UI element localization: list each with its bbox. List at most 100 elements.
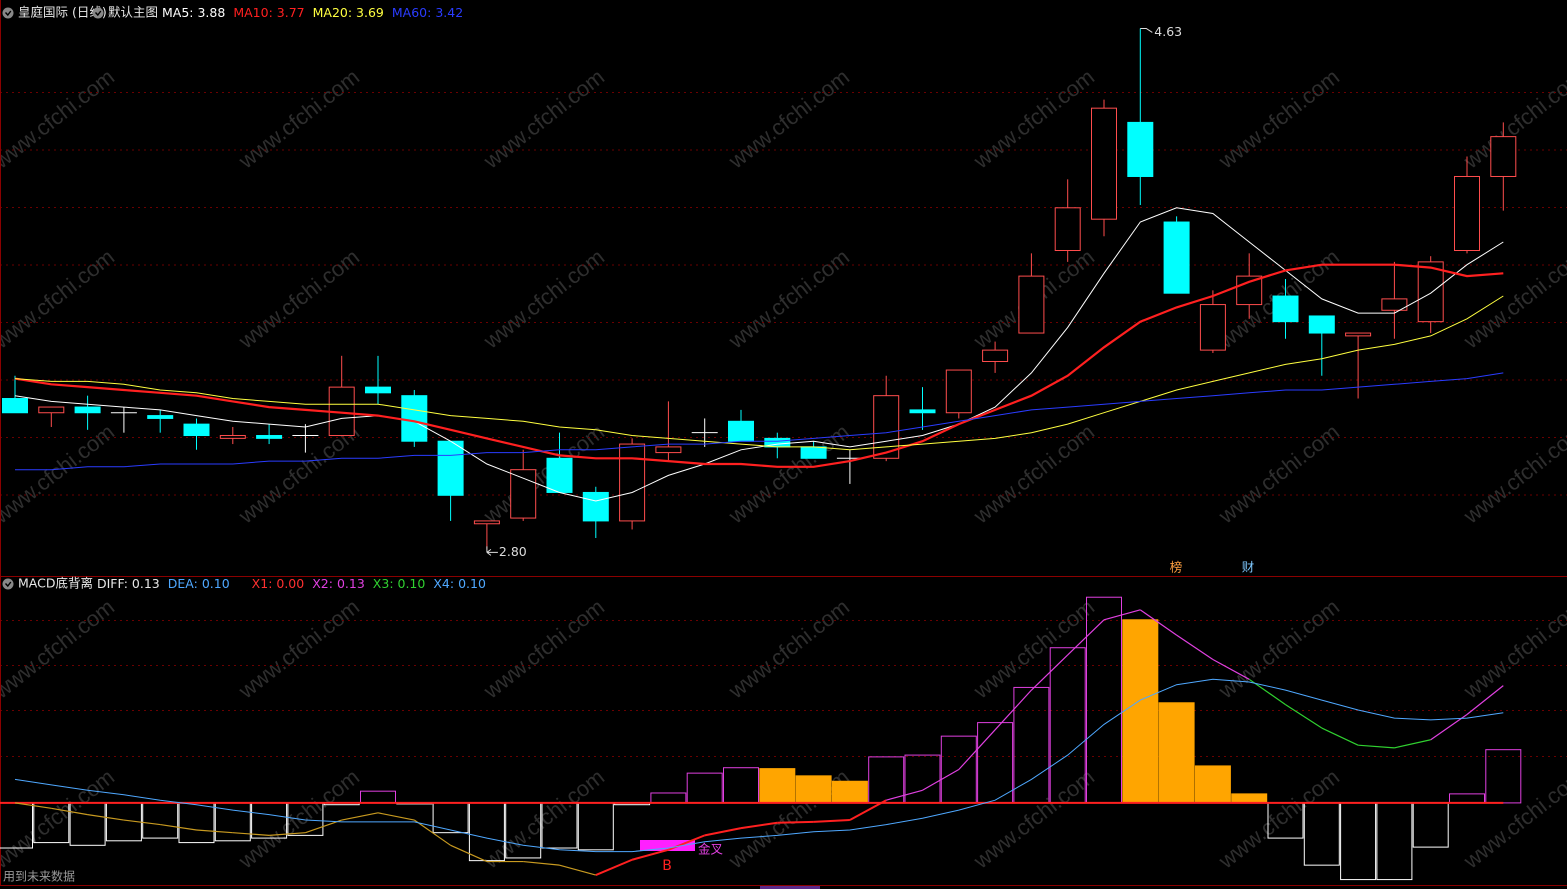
annotation-label: 2.80: [499, 544, 527, 559]
legend-entry: DEA: 0.10: [168, 576, 230, 591]
macd-line-segment: [523, 860, 560, 866]
macd-line-segment: [1466, 685, 1504, 715]
candle-body: [1490, 136, 1517, 177]
macd-line-segment: [413, 819, 451, 846]
ma-line: [14, 295, 1504, 451]
macd-line-segment: [450, 844, 488, 863]
legend-entry: X4: 0.10: [433, 576, 486, 591]
macd-line-segment: [1103, 609, 1141, 621]
candle-body: [1454, 175, 1480, 251]
macd-line-segment: [740, 821, 778, 830]
legend-entry: X2: 0.13: [312, 576, 365, 591]
candle-body: [1236, 275, 1263, 306]
candle-body: [401, 395, 428, 442]
legend-name: X3: [373, 576, 390, 591]
legend-value: 3.77: [277, 5, 305, 20]
plot: 4.63 2.80 榜 财 B 金叉: [0, 24, 1522, 881]
macd-line-segment: [14, 802, 52, 809]
candle-body: [1127, 121, 1154, 177]
candle-body: [582, 491, 609, 522]
macd-bar: [1158, 702, 1195, 804]
macd-line-segment: [305, 819, 342, 834]
legend-entry: MA5: 3.88: [162, 5, 225, 20]
legend-entry: MA60: 3.42: [392, 5, 463, 20]
legend-entry: X1: 0.00: [252, 576, 305, 591]
signal-box: [640, 840, 695, 851]
macd-line-segment: [1030, 654, 1069, 691]
legend-name: MA10: [233, 5, 268, 20]
macd-line-segment: [232, 832, 270, 836]
signal-text: 金叉: [698, 842, 724, 857]
legend-separator: :: [189, 5, 197, 20]
legend-value: 0.10: [458, 576, 486, 591]
macd-line-segment: [1394, 739, 1431, 749]
macd-line-segment: [1139, 609, 1177, 636]
ma-line: [14, 263, 1504, 468]
candle-body: [800, 446, 827, 459]
candle-body: [655, 446, 682, 454]
legend-separator: :: [427, 5, 435, 20]
macd-line-segment: [559, 864, 596, 876]
macd-bar: [1122, 619, 1159, 804]
annotation-pointer: [486, 546, 498, 556]
candle-body: [945, 369, 972, 414]
legend-name: X4: [433, 576, 450, 591]
legend-separator: :: [124, 576, 132, 591]
header-icon: [92, 7, 104, 19]
candle-body: [1381, 298, 1408, 311]
legend-entry: MA20: 3.69: [313, 5, 384, 20]
candle-body: [365, 386, 391, 394]
candle-body: [1308, 315, 1335, 334]
macd-line-segment: [704, 827, 742, 837]
legend-name: MA60: [392, 5, 427, 20]
macd-line-segment: [994, 689, 1032, 731]
candle-body: [473, 520, 500, 525]
legend-value: 3.42: [435, 5, 463, 20]
annotation-pointer: [1140, 27, 1153, 33]
macd-bar: [831, 780, 868, 804]
scrollbar: [760, 886, 820, 889]
candle-body: [2, 398, 28, 414]
legend-entry: X3: 0.10: [373, 576, 426, 591]
candle-body: [1091, 107, 1117, 220]
annotation-label: 4.63: [1154, 24, 1182, 39]
macd-title: MACD底背离: [18, 576, 93, 591]
legend-value: 0.10: [398, 576, 426, 591]
candle-body: [38, 406, 65, 414]
candle-body: [1417, 261, 1444, 323]
macd-line-segment: [1176, 634, 1214, 660]
macd-line-segment: [1285, 704, 1323, 729]
macd-bar: [1231, 793, 1268, 804]
macd-line-segment: [123, 819, 161, 826]
header-icon-check: [4, 581, 12, 588]
event-marker: 财: [1242, 560, 1255, 575]
macd-bar: [1194, 765, 1231, 804]
macd-line-segment: [269, 832, 306, 836]
legend-name: MA20: [313, 5, 348, 20]
candle-body: [909, 409, 936, 414]
candle-body: [1199, 304, 1226, 351]
macd-line-segment: [341, 812, 379, 821]
macd-line-segment: [886, 789, 923, 801]
candle-body: [619, 443, 646, 522]
chart-subtitle: 默认主图: [108, 5, 158, 20]
candle-body: [1272, 295, 1299, 323]
candle-body: [1018, 275, 1045, 334]
legend-entry: DIFF: 0.13: [97, 576, 160, 591]
legend-value: 0.13: [337, 576, 365, 591]
legend-name: DIFF: [97, 576, 125, 591]
header-icon-check: [4, 10, 12, 17]
header: 皇庭国际 (日线) 默认主图 MACD底背离 用到未来数据 MA5: 3.88 M…: [2, 5, 486, 884]
macd-line-segment: [1321, 727, 1359, 746]
candle-body: [982, 349, 1009, 363]
candle-body: [256, 435, 283, 439]
candle-body: [1054, 207, 1081, 251]
ma-line: [14, 207, 1504, 502]
macd-line-segment: [196, 829, 233, 834]
candle-body: [147, 415, 174, 419]
macd-line-segment: [1067, 619, 1105, 656]
ma-line: [15, 372, 1504, 471]
candle-body: [510, 469, 537, 519]
